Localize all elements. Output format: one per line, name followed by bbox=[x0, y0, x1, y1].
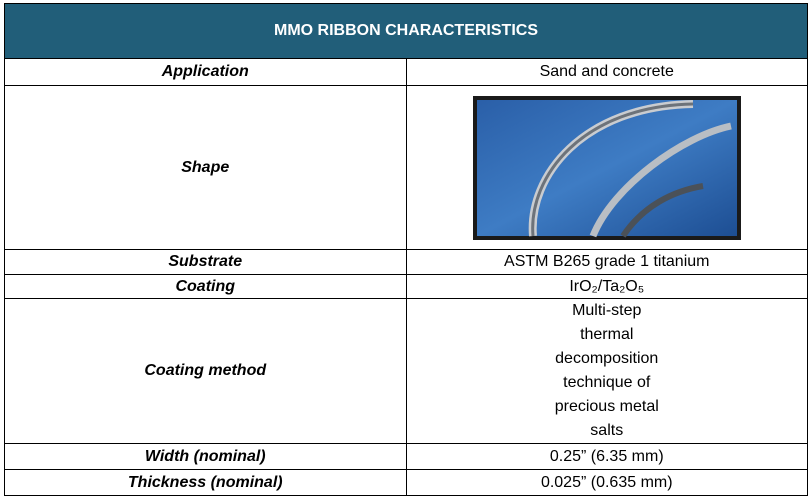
page: {"table": {"title": "MMO RIBBON CHARACTE… bbox=[0, 0, 812, 430]
header-row: MMO RIBBON CHARACTERISTICS bbox=[5, 4, 808, 59]
row-label: Application bbox=[5, 59, 407, 86]
row-label: Width (nominal) bbox=[5, 444, 407, 470]
table-title: MMO RIBBON CHARACTERISTICS bbox=[5, 4, 808, 59]
row-value bbox=[406, 86, 808, 250]
row-value: 0.025” (0.635 mm) bbox=[406, 470, 808, 496]
row-label: Thickness (nominal) bbox=[5, 470, 407, 496]
row: Shape bbox=[5, 86, 808, 250]
row-label: Shape bbox=[5, 86, 407, 250]
ribbon-photo bbox=[473, 96, 741, 240]
row-value: Multi-step thermal decomposition techniq… bbox=[406, 299, 808, 444]
row: Width (nominal)0.25” (6.35 mm) bbox=[5, 444, 808, 470]
row-value: 0.25” (6.35 mm) bbox=[406, 444, 808, 470]
row-value: Sand and concrete bbox=[406, 59, 808, 86]
row-value: IrO₂/Ta₂O₅ bbox=[406, 275, 808, 299]
row: Thickness (nominal)0.025” (0.635 mm) bbox=[5, 470, 808, 496]
row-label: Coating bbox=[5, 275, 407, 299]
row-label: Substrate bbox=[5, 250, 407, 275]
row-label: Coating method bbox=[5, 299, 407, 444]
row-value: ASTM B265 grade 1 titanium bbox=[406, 250, 808, 275]
